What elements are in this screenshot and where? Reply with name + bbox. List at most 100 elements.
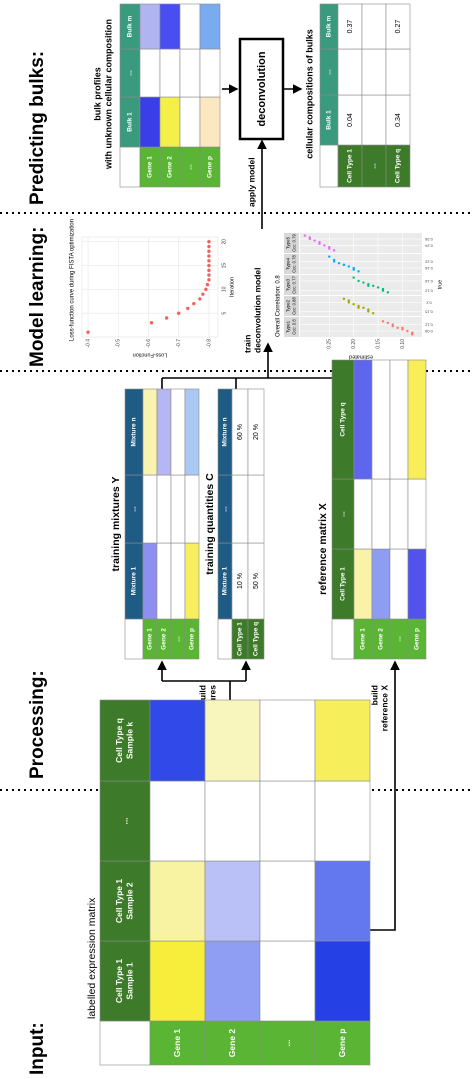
point — [391, 323, 394, 326]
cell — [159, 96, 181, 148]
point — [192, 301, 196, 306]
point — [308, 236, 311, 239]
point — [367, 308, 370, 311]
cell — [389, 359, 409, 480]
row-header: Cell Type q — [253, 622, 260, 656]
cell — [149, 860, 206, 942]
column-header: Sample 2 — [125, 882, 135, 920]
cell — [361, 94, 387, 146]
corner-cell — [217, 618, 233, 660]
y-tick-label: 0.20 — [351, 339, 357, 349]
row-header: Gene 1 — [147, 628, 154, 650]
corner-cell — [119, 146, 141, 188]
point — [386, 291, 390, 294]
cell — [139, 96, 161, 148]
x-axis-label: Iteration — [229, 277, 235, 297]
cell — [204, 940, 261, 1022]
point — [303, 234, 307, 237]
table-title: training quantities C — [204, 473, 216, 575]
row-header: Gene p — [207, 156, 214, 178]
point — [328, 245, 331, 249]
cell — [139, 48, 161, 98]
row-header: Gene 1 — [147, 156, 154, 178]
point — [205, 282, 210, 287]
cell — [159, 3, 181, 50]
cell — [389, 548, 409, 620]
column-header: ... — [119, 817, 129, 824]
cell-label: 60 % — [237, 424, 244, 440]
cell — [371, 548, 391, 620]
x-tick-label: 15 — [221, 263, 227, 269]
x-tick-label: 0.15 — [425, 309, 432, 313]
row-header: Gene p — [337, 1029, 347, 1058]
facet-panel — [300, 254, 422, 274]
point — [332, 249, 336, 252]
point — [207, 268, 211, 273]
point — [372, 284, 375, 288]
x-tick-label: 0.2 — [426, 300, 431, 304]
point — [313, 239, 316, 242]
cell — [353, 478, 373, 550]
cell — [159, 48, 181, 98]
facet-panel — [300, 317, 422, 337]
point — [204, 287, 208, 292]
cell — [361, 48, 387, 96]
cell — [204, 860, 261, 942]
facet-label: Type3 — [286, 278, 291, 291]
table-title: training mixtures Y — [110, 477, 122, 572]
row-header: Gene 2 — [161, 628, 168, 650]
cell — [371, 359, 391, 480]
connector — [162, 680, 246, 700]
point — [362, 281, 365, 284]
cell — [314, 780, 371, 862]
point — [352, 303, 355, 306]
point — [411, 331, 414, 334]
point — [149, 321, 154, 325]
cell — [259, 699, 316, 782]
cell — [156, 388, 172, 476]
column-header: Bulk m — [127, 15, 134, 37]
point — [357, 270, 360, 273]
y-tick-label: 0.25 — [327, 339, 333, 349]
y-tick-label: -0.8 — [206, 339, 212, 348]
column-header: ... — [127, 70, 134, 76]
x-tick-label: 0.12 — [425, 323, 432, 327]
connector — [161, 377, 381, 399]
facet-label: Ccc: 0.77 — [292, 275, 297, 293]
cell — [184, 388, 200, 476]
point — [357, 304, 360, 308]
x-tick-label: 0.22 — [425, 260, 432, 264]
column-header: Mixture n — [222, 418, 229, 447]
point — [352, 266, 355, 270]
x-axis-label: true — [437, 280, 443, 289]
point — [342, 297, 346, 300]
cell — [199, 3, 221, 50]
cell — [170, 474, 186, 544]
cell — [353, 548, 373, 620]
point — [207, 263, 211, 268]
arrow-label: build — [197, 685, 207, 705]
cell-label: 10 % — [237, 573, 244, 589]
cell — [170, 388, 186, 476]
facet-strip — [284, 233, 299, 253]
facet-strip — [284, 254, 299, 274]
cell — [247, 388, 265, 476]
column-header: ... — [340, 511, 347, 517]
point — [381, 287, 385, 291]
x-tick-label: 0.12 — [425, 289, 432, 293]
x-tick-label: 5 — [221, 312, 227, 315]
row-header: Gene 1 — [172, 1029, 182, 1058]
point — [318, 240, 321, 244]
column-header: Cell Type 1 — [114, 879, 124, 924]
column-header: Mixture 1 — [131, 566, 138, 595]
box-label: deconvolution — [256, 51, 268, 126]
cell — [314, 699, 371, 782]
cell — [259, 860, 316, 942]
cell — [231, 474, 249, 544]
chart-title: Overall Correlation: 0.8 — [276, 275, 282, 337]
cell — [139, 3, 161, 50]
point — [207, 244, 211, 249]
cell — [170, 542, 186, 620]
plot-area — [81, 236, 219, 338]
